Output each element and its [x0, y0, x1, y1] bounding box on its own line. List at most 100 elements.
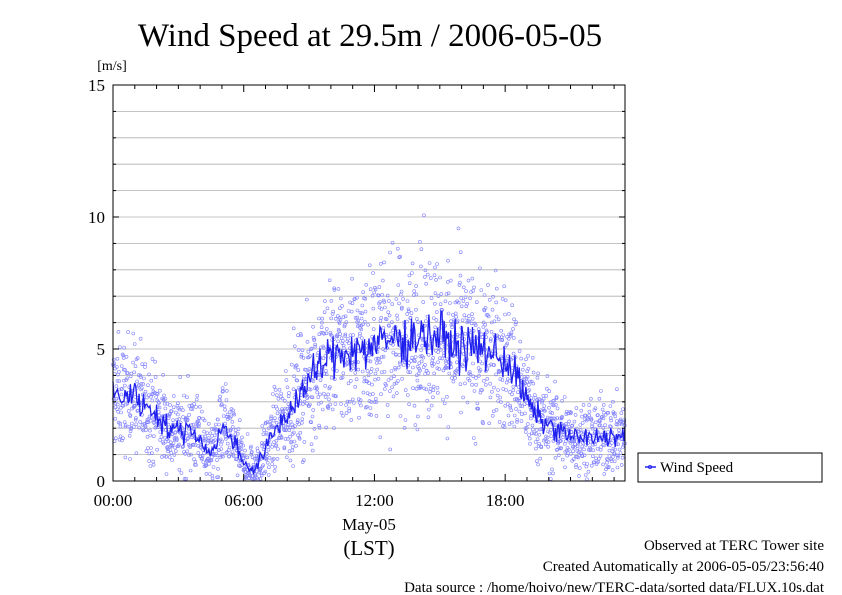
- data-point: [514, 320, 519, 325]
- data-point: [119, 364, 124, 368]
- data-point: [361, 290, 366, 295]
- data-point: [494, 286, 499, 291]
- data-point: [421, 355, 426, 360]
- data-point: [324, 368, 328, 373]
- data-point: [381, 354, 386, 359]
- data-point: [409, 359, 413, 363]
- data-point: [511, 336, 516, 340]
- data-point: [376, 293, 381, 298]
- data-point: [329, 298, 334, 303]
- data-point: [351, 366, 356, 371]
- data-point: [266, 473, 271, 477]
- data-point: [213, 438, 217, 442]
- data-point: [611, 399, 615, 404]
- data-point: [328, 385, 332, 389]
- data-point: [529, 414, 533, 418]
- data-point: [386, 323, 391, 328]
- data-point: [316, 395, 321, 399]
- data-point: [207, 461, 211, 466]
- data-point: [599, 389, 603, 393]
- data-point: [580, 414, 584, 419]
- data-point: [518, 339, 523, 344]
- data-point: [178, 375, 183, 379]
- data-point: [187, 413, 191, 417]
- data-point: [119, 392, 124, 397]
- data-point: [601, 443, 605, 447]
- data-point: [610, 441, 614, 445]
- data-point: [123, 368, 127, 372]
- data-point: [309, 420, 314, 425]
- data-point: [446, 258, 450, 263]
- legend-label-wind-speed: Wind Speed: [660, 460, 734, 476]
- data-point: [530, 423, 535, 428]
- data-point: [496, 388, 500, 392]
- data-point: [161, 397, 166, 402]
- data-point: [337, 321, 342, 326]
- data-point: [585, 462, 590, 466]
- data-point: [239, 442, 243, 447]
- data-point: [465, 301, 470, 306]
- data-point: [392, 374, 397, 379]
- data-point: [204, 463, 208, 468]
- data-point: [395, 246, 400, 251]
- data-point: [374, 361, 379, 365]
- data-point: [433, 325, 438, 330]
- data-point: [200, 456, 204, 461]
- data-point: [223, 434, 228, 439]
- data-point: [474, 300, 479, 305]
- data-point: [370, 382, 374, 387]
- data-point: [118, 424, 123, 429]
- data-point: [434, 318, 439, 322]
- data-point: [471, 288, 475, 293]
- data-point: [448, 278, 453, 283]
- data-point: [201, 460, 206, 464]
- data-point: [543, 408, 547, 413]
- data-point: [589, 396, 593, 401]
- data-point: [408, 315, 413, 320]
- data-point: [337, 315, 342, 320]
- data-point: [145, 395, 149, 400]
- data-point: [570, 423, 575, 428]
- data-point: [572, 437, 577, 442]
- data-point: [353, 371, 358, 375]
- data-point: [379, 307, 384, 311]
- data-point: [446, 425, 451, 429]
- data-point: [443, 299, 448, 304]
- data-point: [445, 394, 449, 399]
- data-point: [368, 287, 373, 292]
- data-point: [398, 360, 402, 365]
- data-point: [461, 285, 466, 290]
- data-point: [483, 322, 488, 327]
- data-point: [264, 420, 268, 425]
- data-point: [615, 387, 619, 392]
- data-point: [431, 384, 436, 389]
- data-point: [393, 365, 397, 370]
- data-point: [134, 416, 138, 420]
- data-point: [132, 342, 137, 346]
- data-point: [122, 378, 126, 383]
- data-point: [519, 356, 524, 361]
- data-point: [481, 325, 486, 329]
- data-point: [596, 413, 600, 417]
- data-point: [585, 477, 589, 482]
- data-point: [585, 417, 590, 421]
- data-point: [144, 449, 149, 453]
- data-point: [117, 437, 122, 442]
- data-point: [150, 398, 155, 403]
- data-point: [384, 317, 389, 322]
- data-point: [590, 454, 595, 459]
- data-point: [375, 367, 379, 372]
- data-point: [417, 361, 422, 366]
- data-point: [235, 456, 239, 461]
- data-point: [510, 392, 514, 397]
- y-tick-label: 10: [88, 208, 105, 227]
- x-axis-unit-label: (LST): [343, 536, 394, 560]
- data-point: [140, 386, 144, 390]
- data-point: [339, 410, 344, 415]
- data-point: [399, 289, 404, 294]
- data-point: [552, 398, 557, 403]
- data-point: [369, 370, 373, 374]
- data-point: [162, 393, 166, 398]
- data-point: [458, 273, 463, 278]
- data-point: [548, 400, 553, 405]
